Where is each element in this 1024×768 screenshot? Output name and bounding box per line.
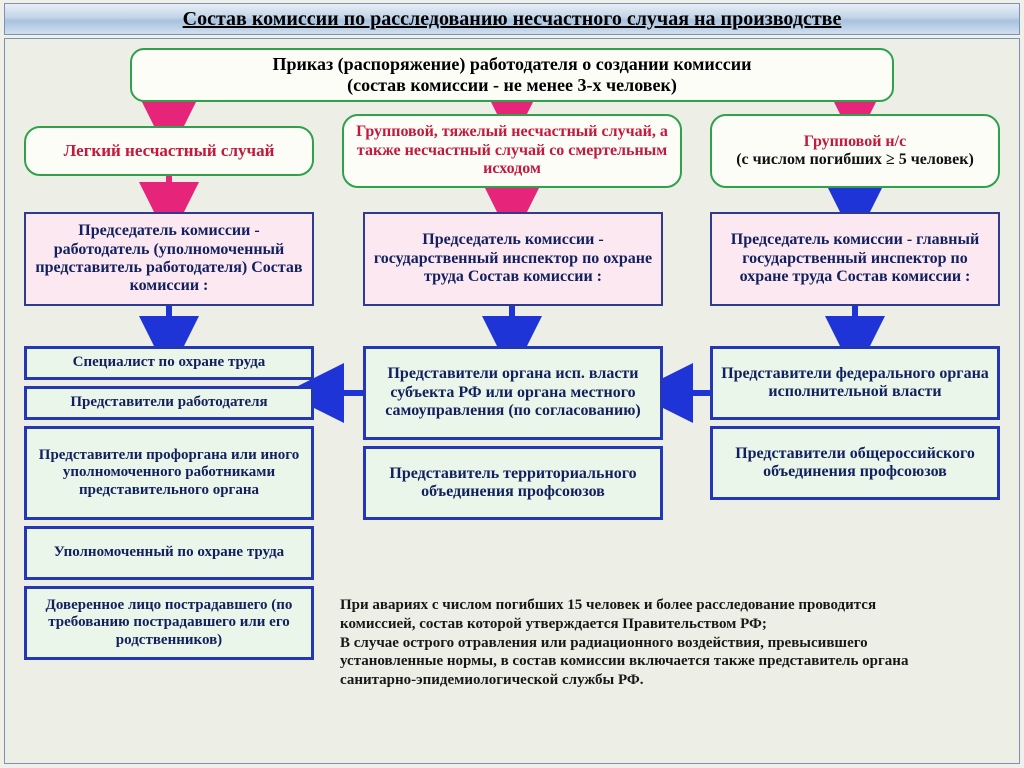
c1-specialist: Специалист по охране труда — [24, 346, 314, 380]
page-title: Состав комиссии по расследованию несчаст… — [183, 8, 842, 31]
chair-col1: Председатель комиссии - работодатель (уп… — [24, 212, 314, 306]
c1-victim-rep: Доверенное лицо пострадавшего (по требов… — [24, 586, 314, 660]
footnote: При авариях с числом погибших 15 человек… — [340, 596, 1010, 690]
order-line2: (состав комиссии - не менее 3-х человек) — [347, 75, 677, 96]
case-severe: Групповой, тяжелый несчастный случай, а … — [342, 114, 682, 188]
order-box: Приказ (распоряжение) работодателя о соз… — [130, 48, 894, 102]
case-group: Групповой н/с (с числом погибших ≥ 5 чел… — [710, 114, 1000, 188]
c3-federal-reps: Представители федерального органа исполн… — [710, 346, 1000, 420]
chair-col2: Председатель комиссии - государственный … — [363, 212, 663, 306]
c1-union-reps: Представители профоргана или иного уполн… — [24, 426, 314, 520]
c3-national-union: Представители общероссийского объединени… — [710, 426, 1000, 500]
c2-territorial-union: Представитель территориального объединен… — [363, 446, 663, 520]
title-bar: Состав комиссии по расследованию несчаст… — [4, 3, 1020, 35]
c1-employer-reps: Представители работодателя — [24, 386, 314, 420]
chair-col3: Председатель комиссии - главный государс… — [710, 212, 1000, 306]
c2-authority-reps: Представители органа исп. власти субъект… — [363, 346, 663, 440]
c1-osh-rep: Уполномоченный по охране труда — [24, 526, 314, 580]
order-line1: Приказ (распоряжение) работодателя о соз… — [272, 54, 751, 75]
case-light: Легкий несчастный случай — [24, 126, 314, 176]
